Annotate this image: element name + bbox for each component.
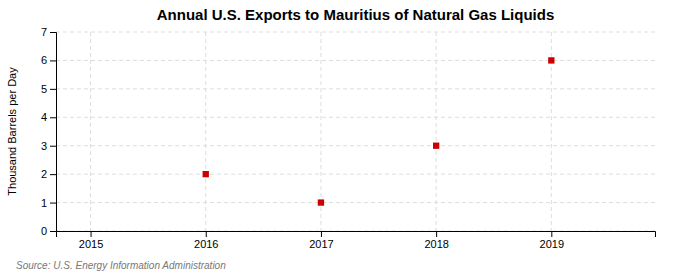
title: Annual U.S. Exports to Mauritius of Natu…: [157, 6, 555, 23]
y-tick-mark: [50, 203, 56, 204]
y-grid-line: [56, 32, 655, 33]
y-tick-label: 3: [41, 140, 47, 152]
point: [203, 171, 209, 177]
point: [548, 57, 554, 63]
y-tick-label: 0: [41, 225, 47, 237]
y-tick: 2: [41, 168, 56, 180]
y-tick: 1: [41, 197, 56, 209]
x-grid-line: [436, 32, 437, 231]
x-grid-line: [205, 32, 206, 231]
x-tick-mark: [551, 231, 552, 237]
x-tick-label: 2019: [540, 238, 564, 250]
point: [318, 199, 324, 205]
y-tick-mark: [50, 117, 56, 118]
y-tick-mark: [50, 60, 56, 61]
y-tick-mark: [50, 89, 56, 90]
y-tick-mark: [50, 174, 56, 175]
y-tick: 4: [41, 111, 56, 123]
y-grid-line: [56, 88, 655, 89]
points: [203, 57, 555, 205]
x-tick-mark: [321, 231, 322, 237]
x-axis: 2015 2016 2017 2018 2019: [57, 231, 656, 250]
x-tick-mark: [206, 231, 207, 237]
y-tick: 3: [41, 140, 56, 152]
y-axis-label: Thousand Barrels per Day: [6, 67, 18, 196]
point: [433, 143, 439, 149]
y-tick: 0: [41, 225, 56, 237]
y-tick-label: 4: [41, 111, 47, 123]
y-tick-label: 1: [41, 197, 47, 209]
x-axis-line: [57, 232, 656, 238]
x-tick: 2016: [194, 231, 218, 250]
y-grid-line: [56, 202, 655, 203]
x-tick-label: 2017: [309, 238, 333, 250]
grid: [56, 32, 655, 231]
y-grid-line: [56, 145, 655, 146]
chart-svg: 2015 2016 2017 2018 2019 0 1 2 3 4 5 6 7 Annual U.S. …: [0, 0, 675, 275]
y-tick-label: 5: [41, 83, 47, 95]
y-axis: 0 1 2 3 4 5 6 7: [41, 26, 57, 237]
y-grid-line: [56, 117, 655, 118]
annotation: Source: U.S. Energy Information Administ…: [16, 260, 226, 271]
y-grid-line: [56, 174, 655, 175]
x-grid-line: [90, 32, 91, 231]
chart-container: 2015 2016 2017 2018 2019 0 1 2 3 4 5 6 7 Annual U.S. …: [0, 0, 675, 275]
y-axis-line: [50, 33, 57, 232]
y-tick-mark: [50, 146, 56, 147]
y-tick-mark: [50, 231, 56, 232]
x-tick-label: 2015: [79, 238, 103, 250]
y-tick-label: 6: [41, 54, 47, 66]
x-tick-label: 2016: [194, 238, 218, 250]
plot-area: 2015 2016 2017 2018 2019 0 1 2 3 4 5 6 7: [41, 26, 656, 250]
x-tick-mark: [91, 231, 92, 237]
x-tick: 2018: [424, 231, 448, 250]
y-tick: 7: [41, 26, 56, 38]
y-tick: 6: [41, 54, 56, 66]
x-tick: 2017: [309, 231, 333, 250]
y-tick: 5: [41, 83, 56, 95]
x-tick-label: 2018: [424, 238, 448, 250]
y-grid-line: [56, 60, 655, 61]
x-tick: 2015: [79, 231, 103, 250]
x-tick-mark: [436, 231, 437, 237]
x-tick: 2019: [540, 231, 564, 250]
y-tick-mark: [50, 32, 56, 33]
y-tick-label: 7: [41, 26, 47, 38]
y-tick-label: 2: [41, 168, 47, 180]
